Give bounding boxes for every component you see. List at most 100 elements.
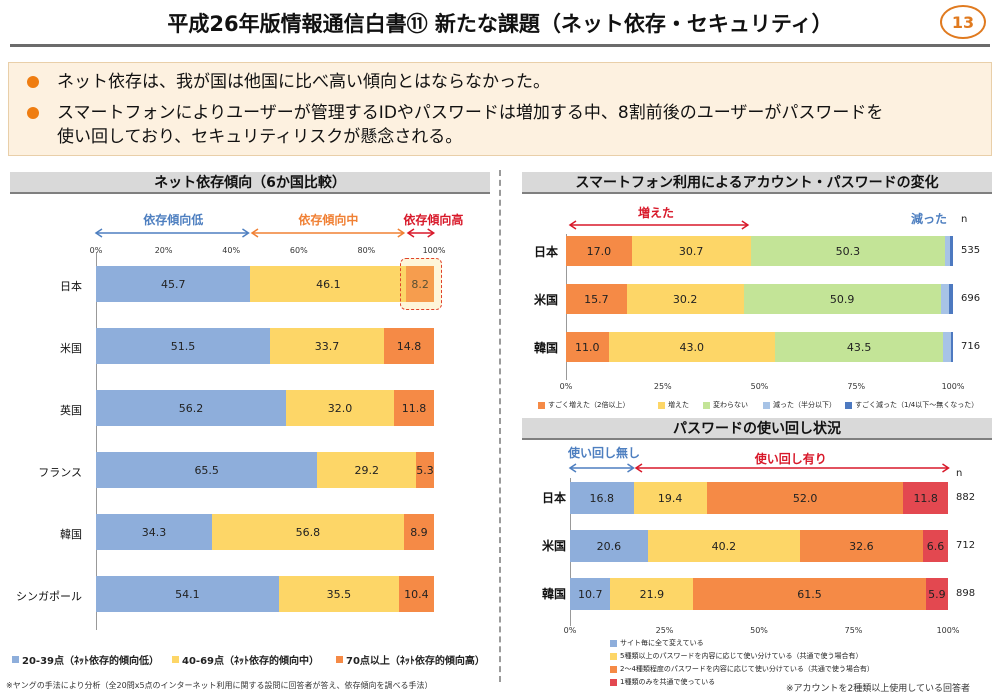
bar-value-label: 34.3 (141, 525, 167, 539)
summary-bullet-1: ネット依存は、我が国は他国に比べ高い傾向とはならなかった。 (57, 72, 550, 92)
rb-bar-1-3: 6.6 (923, 530, 948, 562)
rb-n-value-1: 712 (956, 540, 976, 551)
legend-label: 20-39点（ﾈｯﾄ依存的傾向低） (22, 656, 159, 667)
n-header: n (961, 214, 968, 225)
rb-n-header: n (956, 468, 963, 479)
arrow-label-no-reuse: 使い回し無し (567, 446, 640, 460)
category-label-4: 韓国 (60, 528, 82, 541)
bar-value-label: 35.5 (326, 587, 352, 601)
rb-bar-2-3: 5.9 (925, 578, 948, 610)
bar-4069-1-1: 33.7 (270, 328, 384, 364)
bar-70-5-2: 10.4 (398, 576, 434, 612)
bar-70-0-2: 8.2 (406, 266, 434, 302)
arrow-reuse (634, 463, 950, 473)
rb-category-label-1: 米国 (541, 539, 566, 553)
rt-tick-label: 0% (559, 382, 573, 391)
category-label-3: フランス (38, 466, 82, 479)
rb-legend-label: 1種類のみを共通で使っている (620, 678, 716, 686)
rt-legend-label: 減った（半分以下） (773, 401, 836, 409)
left-tick-label: 0% (89, 246, 103, 255)
page-number-badge: 13 (940, 5, 986, 39)
rt-bar-1-1: 30.2 (626, 284, 744, 314)
right-bottom-footnote: ※アカウントを2種類以上使用している回答者 (786, 684, 970, 693)
rb-bar-2-1: 21.9 (610, 578, 694, 610)
bar-2039-2-0: 56.2 (96, 390, 286, 426)
bar-70-3-2: 5.3 (416, 452, 434, 488)
rt-category-label-1: 米国 (533, 293, 558, 307)
bar-value-label: 51.5 (170, 339, 196, 353)
arrow-increase-head-left (568, 220, 577, 230)
rt-bar-2-0: 11.0 (566, 332, 609, 362)
rt-bar-value-label: 43.5 (846, 340, 872, 354)
account-password-change-chart: 増えた 減った n 0% 25% 50% 75% 100% 日本 17.0 30.7 50.3 535 米… (500, 196, 1000, 410)
rb-bar-value-label: 61.5 (797, 587, 822, 601)
left-panel-title: ネット依存傾向（6か国比較） (10, 172, 490, 194)
legend-swatch (12, 656, 19, 663)
bar-value-label: 5.3 (416, 463, 434, 477)
left-tick-label: 80% (357, 246, 376, 255)
left-tick-label: 20% (154, 246, 173, 255)
arrow-high (406, 228, 436, 238)
arrow-mid-head-right (397, 228, 406, 238)
rt-tick-label: 25% (653, 382, 672, 391)
legend-item-2: 70点以上（ﾈｯﾄ依存的傾向高） (336, 652, 485, 667)
arrow-mid-head-left (251, 228, 259, 238)
rt-category-label-0: 日本 (533, 245, 558, 259)
rb-bar-1-1: 40.2 (647, 530, 800, 562)
legend-swatch (172, 656, 179, 663)
rt-tick-label: 75% (847, 382, 866, 391)
net-dependency-chart: 0% 20% 40% 60% 80% 100% 依存傾向低 依存傾向中 依存傾向高 日本 45.7 4… (0, 196, 499, 667)
rb-legend-item-2: 2〜4種類程度のパスワードを内容に応じて使い分けている（共通で使う場合有） (610, 664, 874, 674)
bar-4069-4-1: 56.8 (211, 514, 404, 550)
arrow-high-head-right (427, 228, 436, 238)
rb-legend-item-0: サイト毎に全て変えている (610, 638, 704, 648)
rt-bar-value-label: 50.9 (829, 292, 855, 306)
bar-4069-2-1: 32.0 (285, 390, 395, 426)
rt-bar-0-0: 17.0 (566, 236, 632, 266)
rt-legend-item-0: すごく増えた（2倍以上） (538, 400, 629, 410)
rt-tick-label: 50% (750, 382, 769, 391)
column-divider (499, 170, 501, 682)
summary-box: ネット依存は、我が国は他国に比べ高い傾向とはならなかった。 スマートフォンにより… (8, 62, 992, 156)
rt-legend-item-4: すごく減った（1/4以下〜無くなった） (845, 400, 978, 410)
rt-legend-item-1: 増えた (658, 400, 689, 410)
bar-2039-4-0: 34.3 (96, 514, 212, 550)
rb-tick-label: 100% (936, 626, 960, 635)
rb-category-label-0: 日本 (541, 491, 566, 505)
rt-bar-0-4 (949, 236, 953, 266)
arrow-label-decrease: 減った (910, 212, 947, 226)
title-underline (10, 44, 990, 47)
summary-bullet-2: スマートフォンによりユーザーが管理するIDやパスワードは増加する中、8割前後のユ… (57, 103, 884, 123)
bullet-icon (27, 107, 39, 119)
rt-legend-swatch (658, 401, 665, 409)
rb-tick-label: 50% (750, 626, 768, 635)
arrow-label-reuse: 使い回し有り (754, 452, 827, 466)
bar-value-label: 46.1 (316, 277, 341, 291)
bar-value-label: 56.8 (295, 525, 321, 539)
rb-legend-swatch (610, 678, 617, 686)
rb-tick-label: 0% (563, 626, 577, 635)
rt-n-value-0: 535 (961, 245, 981, 256)
arrow-reuse-head-right (941, 463, 950, 473)
rt-bar-0-1: 30.7 (631, 236, 751, 266)
rt-legend-item-3: 減った（半分以下） (763, 400, 836, 410)
rt-bar-2-2: 43.5 (774, 332, 944, 362)
category-label-5: シンガポール (16, 590, 82, 603)
left-footnote: ※ヤングの手法により分析（全20問x5点のインターネット利用に関する設問に回答者… (6, 681, 433, 690)
category-label-1: 米国 (60, 342, 82, 355)
rt-legend-label: すごく増えた（2倍以上） (548, 401, 630, 409)
rb-legend-item-3: 1種類のみを共通で使っている (610, 677, 715, 687)
bar-4069-0-1: 46.1 (250, 266, 407, 302)
rb-bar-value-label: 40.2 (711, 539, 737, 553)
rt-bar-2-3 (943, 332, 952, 362)
rb-bar-1-0: 20.6 (570, 530, 648, 562)
bar-value-label: 14.8 (396, 339, 422, 353)
legend-item-0: 20-39点（ﾈｯﾄ依存的傾向低） (12, 652, 159, 667)
rt-bar-1-4 (949, 284, 953, 314)
rt-legend-label: 変わらない (713, 401, 748, 409)
rt-bar-1-0: 15.7 (566, 284, 627, 314)
arrow-increase-head-right (741, 220, 750, 230)
page-title: 平成26年版情報通信白書⑪ 新たな課題（ネット依存・セキュリティ） (167, 12, 833, 36)
bar-70-2-2: 11.8 (394, 390, 434, 426)
legend-label: 70点以上（ﾈｯﾄ依存的傾向高） (346, 656, 485, 667)
